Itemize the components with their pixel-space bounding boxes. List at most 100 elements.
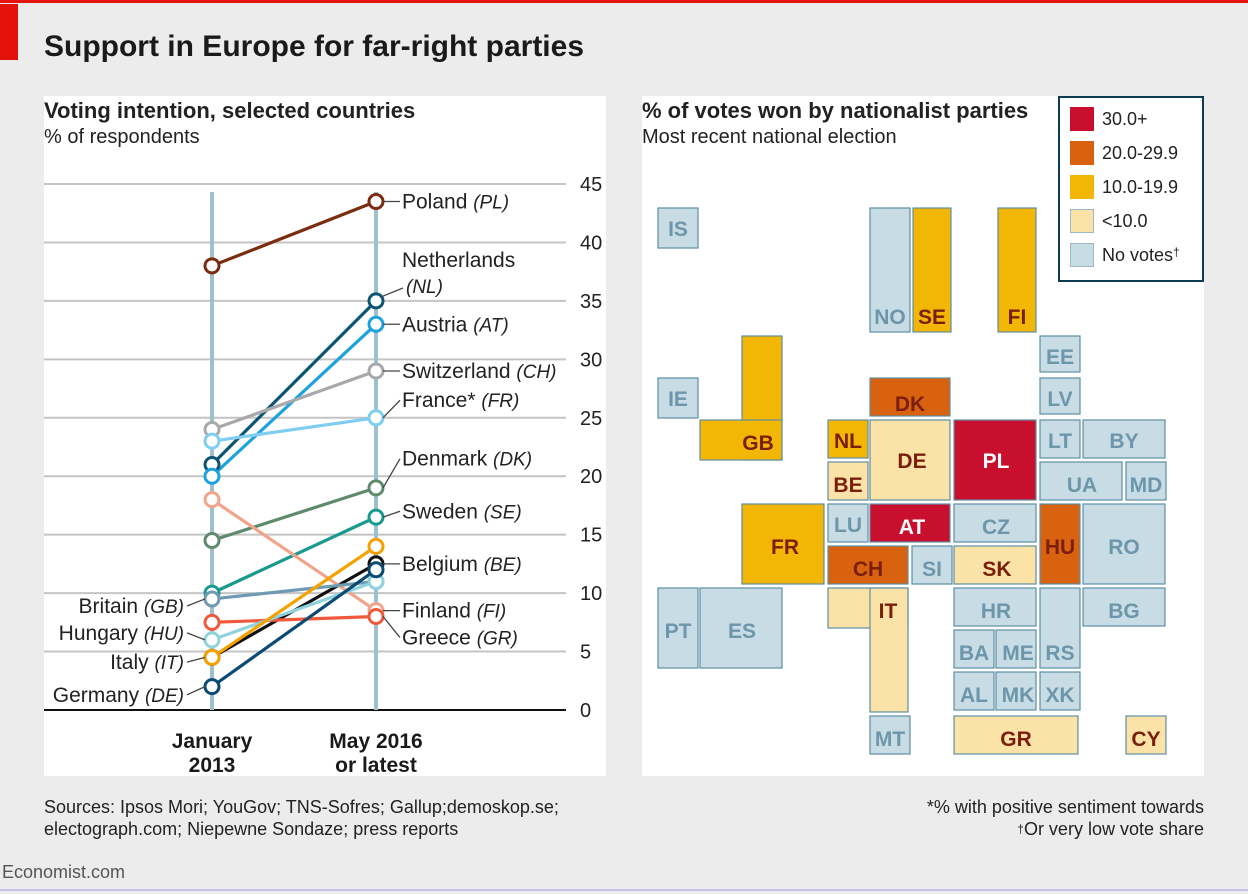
tile-label-al: AL xyxy=(960,684,988,707)
tile-rect-at-0 xyxy=(869,503,951,543)
point-denmark-0 xyxy=(203,532,221,550)
point-netherlands-1 xyxy=(367,292,385,310)
series-lines xyxy=(210,200,378,688)
country-tile-dk: DK xyxy=(869,377,951,417)
tile-rect-fi-0 xyxy=(997,207,1037,333)
legend-swatch xyxy=(1070,141,1094,165)
country-tile-bg: BG xyxy=(1082,587,1166,627)
series-line-italy xyxy=(211,545,377,659)
tile-label-gb: GB xyxy=(742,432,774,455)
tile-label-ba: BA xyxy=(959,642,989,665)
series-label-france: France* (FR) xyxy=(402,389,519,412)
legend-label: 10.0-19.9 xyxy=(1102,176,1179,197)
tile-label-me: ME xyxy=(1002,642,1034,665)
tile-label-lt: LT xyxy=(1048,430,1072,453)
y-tick-5: 5 xyxy=(580,642,591,664)
country-tile-ee: EE xyxy=(1039,335,1081,373)
asterisk-note: *% with positive sentiment towards xyxy=(926,797,1204,817)
series-code-netherlands: (NL) xyxy=(406,277,443,298)
tile-rect-hu-0 xyxy=(1039,503,1081,585)
tile-rect-nl-0 xyxy=(827,419,869,459)
tile-rect-xk-0 xyxy=(1039,671,1081,711)
tile-rect-ro-0 xyxy=(1082,503,1166,585)
tile-rect-ba-0 xyxy=(953,629,995,669)
tile-rect-cy-0 xyxy=(1125,715,1167,755)
grid-lines xyxy=(44,183,566,711)
country-tile-md: MD xyxy=(1125,461,1167,501)
point-sweden-1 xyxy=(367,508,385,526)
country-tile-mk: MK xyxy=(995,671,1037,711)
tile-label-lv: LV xyxy=(1047,388,1072,411)
tile-label-hr: HR xyxy=(981,600,1011,623)
country-tile-de: DE xyxy=(869,419,951,501)
x-category-label-0-0: January xyxy=(172,730,253,753)
legend-item-20-0-29-9: 20.0-29.9 xyxy=(1070,140,1178,166)
tile-map: IS NO SE FI EE LV IE GB DK NL BE DE PL LT BY UA MD FR LU AT… xyxy=(657,207,1167,755)
country-tile-lt: LT xyxy=(1039,419,1081,459)
country-tile-ua: UA xyxy=(1039,461,1123,501)
tile-rect-by-0 xyxy=(1082,419,1166,459)
tile-label-by: BY xyxy=(1109,430,1138,453)
tile-rect-mt-0 xyxy=(869,715,911,755)
series-line-britain xyxy=(211,579,377,601)
leader-britain xyxy=(186,598,206,607)
legend-label: <10.0 xyxy=(1102,210,1148,231)
x-category-label-1-1: or latest xyxy=(335,754,417,776)
point-switzerland-1 xyxy=(367,362,385,380)
tile-rect-de-0 xyxy=(869,419,951,501)
tile-seam-gb xyxy=(743,421,781,459)
tile-rect-ua-0 xyxy=(1039,461,1123,501)
tile-label-es: ES xyxy=(728,620,756,643)
map-title: % of votes won by nationalist parties xyxy=(642,98,1029,123)
point-hungary-0 xyxy=(203,631,221,649)
tile-rect-sk-0 xyxy=(953,545,1037,585)
tile-label-lu: LU xyxy=(834,514,862,537)
series-label-hungary: Hungary (HU) xyxy=(59,622,184,645)
legend-swatch xyxy=(1070,209,1094,233)
legend-item-10-0-19-9: 10.0-19.9 xyxy=(1070,174,1178,200)
tile-label-xk: XK xyxy=(1045,684,1074,707)
line-chart-subtitle: % of respondents xyxy=(44,126,200,148)
tile-label-gr: GR xyxy=(1000,728,1032,751)
point-france-1 xyxy=(367,409,385,427)
series-line-denmark xyxy=(211,486,377,543)
tile-label-cy: CY xyxy=(1131,728,1160,751)
legend-label: No votes† xyxy=(1102,244,1180,265)
y-tick-10: 10 xyxy=(580,583,602,605)
point-poland-1 xyxy=(367,193,385,211)
tile-label-ua: UA xyxy=(1067,474,1097,497)
tile-rect-ch-0 xyxy=(827,545,909,585)
tile-label-nl: NL xyxy=(834,430,862,453)
line-chart-panel: Voting intention, selected countries % o… xyxy=(44,96,606,776)
map-subtitle: Most recent national election xyxy=(642,126,897,148)
country-tile-me: ME xyxy=(995,629,1037,669)
legend-swatch xyxy=(1070,175,1094,199)
y-tick-30: 30 xyxy=(580,349,602,371)
tile-rect-is-0 xyxy=(657,207,699,249)
tile-label-se: SE xyxy=(918,306,946,329)
series-line-poland xyxy=(211,200,377,268)
country-tile-fr: FR xyxy=(741,503,825,585)
series-line-switzerland xyxy=(211,369,377,431)
tile-rect-fr-0 xyxy=(741,503,825,585)
footnotes: *% with positive sentiment towards †Or v… xyxy=(927,796,1204,840)
tile-label-ee: EE xyxy=(1046,346,1074,369)
tile-rect-rs-0 xyxy=(1039,587,1081,669)
series-label-netherlands: Netherlands xyxy=(402,249,515,272)
dagger-note-text: Or very low vote share xyxy=(1023,819,1204,839)
point-greece-1 xyxy=(367,607,385,625)
point-finland-0 xyxy=(203,491,221,509)
tile-label-dk: DK xyxy=(895,393,925,416)
country-tile-pt: PT xyxy=(657,587,699,669)
tile-rect-ie-0 xyxy=(657,377,699,419)
chart-title: Support in Europe for far-right parties xyxy=(44,30,585,63)
country-tile-es: ES xyxy=(699,587,783,669)
series-label-germany: Germany (DE) xyxy=(53,684,184,707)
tile-label-md: MD xyxy=(1130,474,1163,497)
leader-denmark xyxy=(382,458,401,489)
country-tile-al: AL xyxy=(953,671,995,711)
point-austria-0 xyxy=(203,467,221,485)
series-label-finland: Finland (FI) xyxy=(402,600,506,623)
leader-sweden xyxy=(382,510,401,518)
tile-rect-si-0 xyxy=(911,545,953,585)
